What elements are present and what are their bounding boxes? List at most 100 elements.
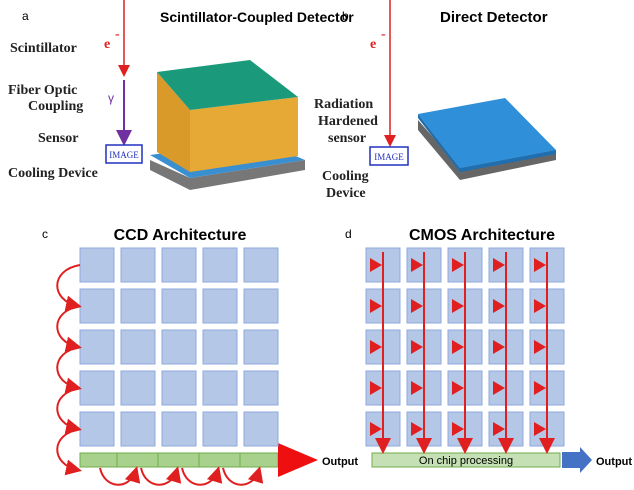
transfer-arrow [181,466,223,486]
transfer-arrow [222,466,264,486]
pixel-amplifier [370,258,382,272]
pixel-amplifier [534,422,546,436]
pixel-amplifier [452,340,464,354]
pixel-amplifier [493,422,505,436]
pixel-amplifier [452,381,464,395]
pixel [243,370,279,406]
image-label: IMAGE [109,150,139,160]
pixel-amplifier [493,340,505,354]
sensor-layer [418,98,556,168]
pixel [120,370,156,406]
pixel [120,247,156,283]
pixel-amplifier [411,340,423,354]
pixel-amplifier [452,422,464,436]
electron-sup: - [381,27,386,42]
block-top [157,60,298,110]
pixel-amplifier [534,340,546,354]
pixel-amplifier [452,258,464,272]
cooling-slab [150,160,305,190]
label: Fiber Optic [8,83,77,98]
label: Coupling [28,99,83,114]
pixel [161,288,197,324]
panel-title: Direct Detector [440,9,548,26]
pixel [243,411,279,447]
pixel [79,288,115,324]
pixel [202,370,238,406]
pixel-amplifier [411,299,423,313]
pixel-amplifier [493,299,505,313]
output-arrow [562,447,592,473]
pixel [243,288,279,324]
gamma-label: γ [108,91,114,105]
panel-letter: c [42,227,48,241]
cooling-slab [418,120,556,180]
transfer-arrow [99,466,141,486]
image-label: IMAGE [374,152,404,162]
transfer-arrow [56,387,82,435]
pixel [79,411,115,447]
label: Sensor [38,131,78,146]
serial-register [79,452,279,468]
transfer-arrow [56,305,82,353]
pixel [120,411,156,447]
pixel [79,247,115,283]
transfer-arrow [56,428,82,476]
label: Radiation [314,97,373,112]
output-label: Output [322,456,358,468]
label: Scintillator [10,41,77,56]
electron-label: e [370,37,376,52]
panel-a: a Scintillator-Coupled Detector e - γ IM… [8,0,354,190]
processing-label: On chip processing [419,455,513,467]
pixel-amplifier [370,340,382,354]
pixel [202,247,238,283]
pixel-amplifier [370,299,382,313]
pixel [120,288,156,324]
transfer-arrow [56,264,82,312]
pixel [161,411,197,447]
pixel [79,329,115,365]
pixel [243,329,279,365]
block-front [190,97,298,172]
pixel [202,288,238,324]
label: Hardened [318,114,378,129]
label: sensor [328,131,366,146]
pixel [202,329,238,365]
image-box [369,146,409,166]
output-arrow [278,443,318,477]
pixel-amplifier [534,258,546,272]
pixel-amplifier [493,381,505,395]
pixel [161,329,197,365]
pixel-amplifier [534,381,546,395]
pixel-amplifier [411,381,423,395]
panel-letter: d [345,227,352,241]
pixel [79,370,115,406]
label: Device [326,186,366,201]
pixel [202,411,238,447]
pixel-amplifier [534,299,546,313]
pixel-amplifier [370,422,382,436]
pixel [161,370,197,406]
pixel-amplifier [370,381,382,395]
label: Cooling Device [8,166,98,181]
pixel [120,329,156,365]
pixel [243,247,279,283]
panel-title: Scintillator-Coupled Detector [160,9,354,25]
pixel-amplifier [493,258,505,272]
pixel [161,247,197,283]
pixel-amplifier [411,258,423,272]
panel-d: d CMOS Architecture On chip processing O… [345,227,632,473]
sensor-edge [418,114,556,172]
block-side [157,72,190,172]
electron-sup: - [115,27,120,42]
panel-letter: a [22,9,29,23]
output-label: Output [596,456,632,468]
panel-title: CCD Architecture [114,227,247,244]
image-box [105,144,143,164]
panel-c: c CCD Architecture Output [42,227,358,486]
panel-b: b Direct Detector e - IMAGE Radiation Ha… [314,0,556,201]
pixel-amplifier [452,299,464,313]
pixel-amplifier [411,422,423,436]
panel-title: CMOS Architecture [409,227,555,244]
label: Cooling [322,169,369,184]
